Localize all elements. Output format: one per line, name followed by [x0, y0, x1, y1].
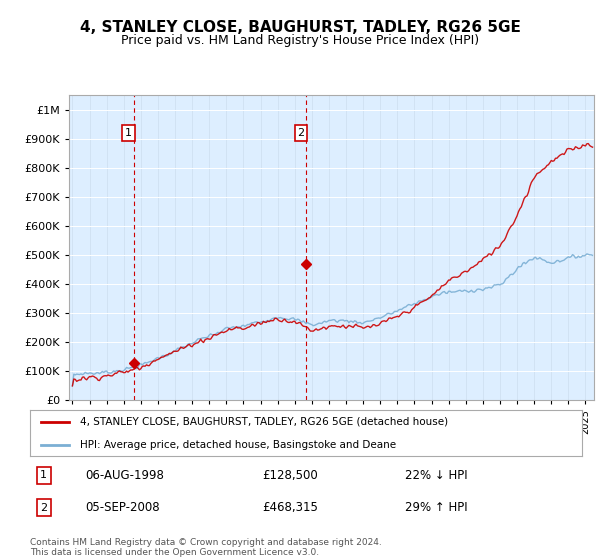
Text: 1: 1: [125, 128, 132, 138]
Text: £468,315: £468,315: [262, 501, 318, 514]
Text: HPI: Average price, detached house, Basingstoke and Deane: HPI: Average price, detached house, Basi…: [80, 440, 396, 450]
Text: 4, STANLEY CLOSE, BAUGHURST, TADLEY, RG26 5GE (detached house): 4, STANLEY CLOSE, BAUGHURST, TADLEY, RG2…: [80, 417, 448, 427]
Text: 06-AUG-1998: 06-AUG-1998: [85, 469, 164, 482]
Text: Price paid vs. HM Land Registry's House Price Index (HPI): Price paid vs. HM Land Registry's House …: [121, 34, 479, 46]
Text: 22% ↓ HPI: 22% ↓ HPI: [406, 469, 468, 482]
Text: £128,500: £128,500: [262, 469, 317, 482]
Text: 29% ↑ HPI: 29% ↑ HPI: [406, 501, 468, 514]
Text: 1: 1: [40, 470, 47, 480]
Text: Contains HM Land Registry data © Crown copyright and database right 2024.
This d: Contains HM Land Registry data © Crown c…: [30, 538, 382, 557]
Text: 2: 2: [40, 503, 47, 513]
Text: 4, STANLEY CLOSE, BAUGHURST, TADLEY, RG26 5GE: 4, STANLEY CLOSE, BAUGHURST, TADLEY, RG2…: [80, 20, 520, 35]
Text: 2: 2: [298, 128, 305, 138]
Text: 05-SEP-2008: 05-SEP-2008: [85, 501, 160, 514]
